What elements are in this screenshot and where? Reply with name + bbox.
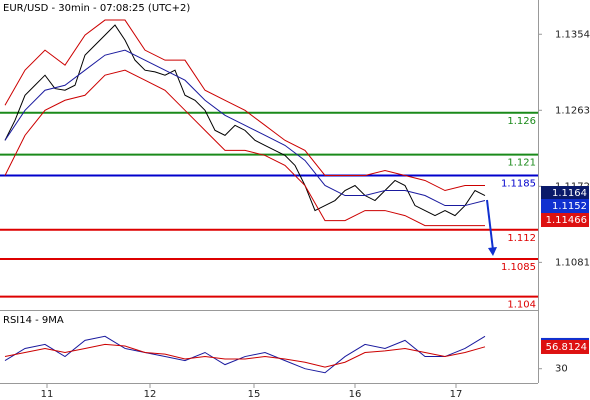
series-line xyxy=(4,69,485,227)
price-box xyxy=(541,213,589,227)
x-tick-label: 17 xyxy=(450,389,463,400)
price-box-label: 1.11466 xyxy=(546,215,587,226)
y-tick-label: 1.1263 xyxy=(555,105,590,116)
level-label: 1.1185 xyxy=(501,178,536,189)
price-box-label: 56.8124 xyxy=(546,342,587,353)
y-tick-label: 30 xyxy=(555,364,568,375)
level-label: 1.104 xyxy=(507,300,536,311)
price-box xyxy=(541,339,589,354)
series-line xyxy=(4,49,486,207)
x-tick-label: 12 xyxy=(144,389,157,400)
series-line xyxy=(4,335,486,374)
y-tick-label: 1.1081 xyxy=(555,257,590,268)
level-label: 1.121 xyxy=(507,158,536,169)
rsi-title: RSI14 - 9MA xyxy=(3,315,64,326)
plot-layer: 1.13541.12631.11721.108111121516171.1261… xyxy=(0,19,590,400)
price-box-label: 1.1164 xyxy=(552,188,587,199)
series-line xyxy=(4,19,485,192)
level-label: 1.112 xyxy=(507,233,536,244)
chart-title: EUR/USD - 30min - 07:08:25 (UTC+2) xyxy=(3,3,190,14)
price-box xyxy=(541,199,589,213)
series-line xyxy=(4,24,486,217)
x-tick-label: 15 xyxy=(248,389,261,400)
price-box-label: 1.1152 xyxy=(552,201,587,212)
price-box xyxy=(541,186,589,200)
x-tick-label: 16 xyxy=(349,389,362,400)
y-tick-label: 1.1354 xyxy=(555,29,590,40)
level-label: 1.1085 xyxy=(501,262,536,273)
arrow-head xyxy=(488,247,497,256)
arrow xyxy=(486,199,494,251)
level-label: 1.126 xyxy=(507,116,536,127)
series-line xyxy=(4,343,486,368)
x-tick-label: 11 xyxy=(41,389,54,400)
